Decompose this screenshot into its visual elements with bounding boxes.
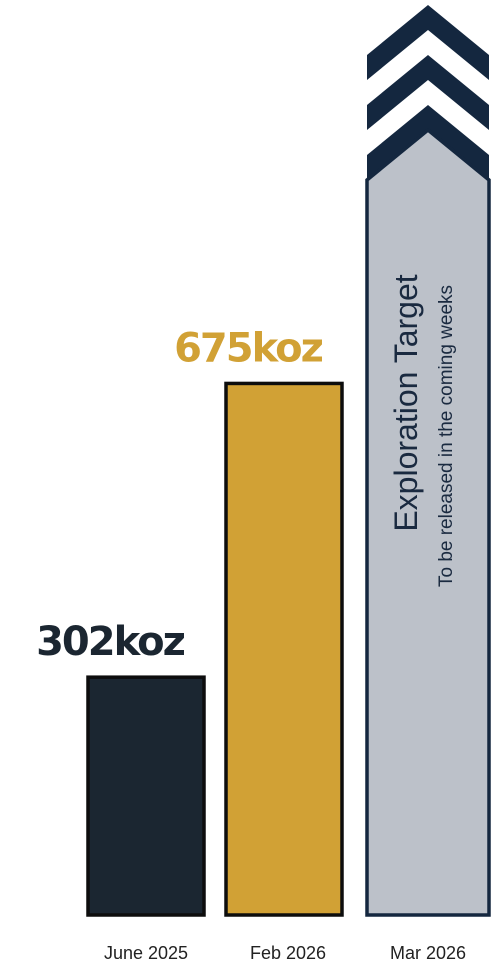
chevron-1 bbox=[367, 5, 489, 80]
category-label-3: Mar 2026 bbox=[390, 943, 466, 963]
category-label-2: Feb 2026 bbox=[250, 943, 326, 963]
value-label-2: 675koz bbox=[174, 325, 323, 371]
chevron-2 bbox=[367, 55, 489, 130]
bar-2 bbox=[224, 381, 344, 917]
category-labels-group: June 2025 Feb 2026 Mar 2026 bbox=[104, 943, 466, 963]
bar-1 bbox=[86, 675, 206, 917]
exploration-target-bar: Exploration Target To be released in the… bbox=[365, 5, 491, 917]
category-label-1: June 2025 bbox=[104, 943, 188, 963]
value-labels-group: 302koz 675koz bbox=[36, 325, 325, 665]
value-label-1: 302koz bbox=[36, 619, 185, 665]
bars-group bbox=[86, 381, 344, 917]
exploration-target-body bbox=[365, 127, 491, 917]
exploration-target-subtitle: To be released in the coming weeks bbox=[436, 285, 457, 587]
exploration-target-title: Exploration Target bbox=[388, 274, 424, 531]
up-chevrons-icon bbox=[367, 5, 489, 180]
chevron-3 bbox=[367, 105, 489, 180]
